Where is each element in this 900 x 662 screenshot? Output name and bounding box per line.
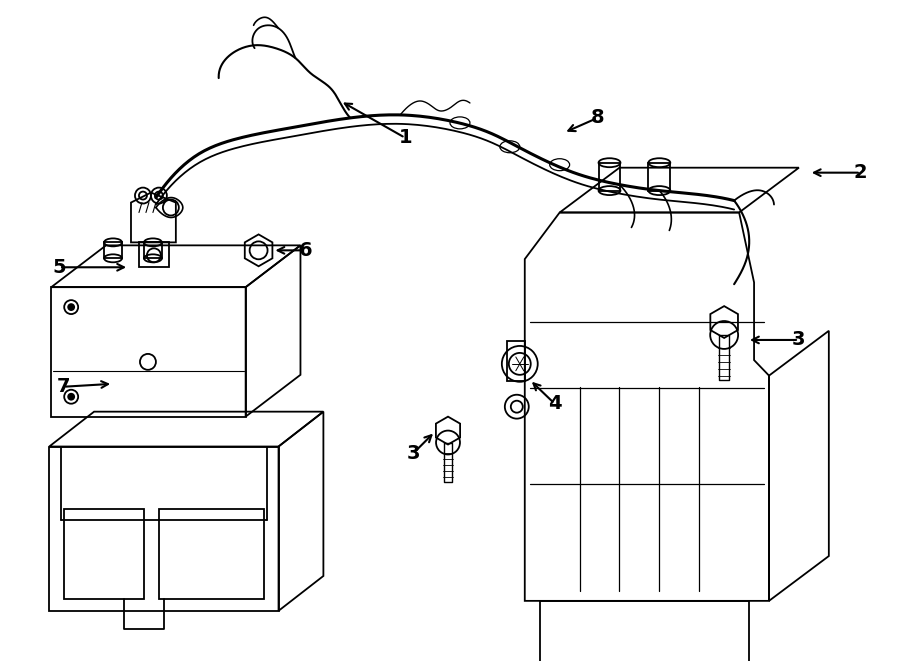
Text: 4: 4 bbox=[548, 394, 562, 413]
Text: 6: 6 bbox=[299, 241, 312, 260]
Text: 3: 3 bbox=[407, 444, 420, 463]
Text: 1: 1 bbox=[399, 128, 412, 148]
Circle shape bbox=[68, 394, 74, 400]
Text: 7: 7 bbox=[57, 377, 70, 397]
Text: 3: 3 bbox=[792, 330, 806, 350]
Text: 8: 8 bbox=[590, 109, 605, 127]
Text: 2: 2 bbox=[854, 163, 868, 182]
Circle shape bbox=[68, 304, 74, 310]
Text: 5: 5 bbox=[52, 258, 66, 277]
